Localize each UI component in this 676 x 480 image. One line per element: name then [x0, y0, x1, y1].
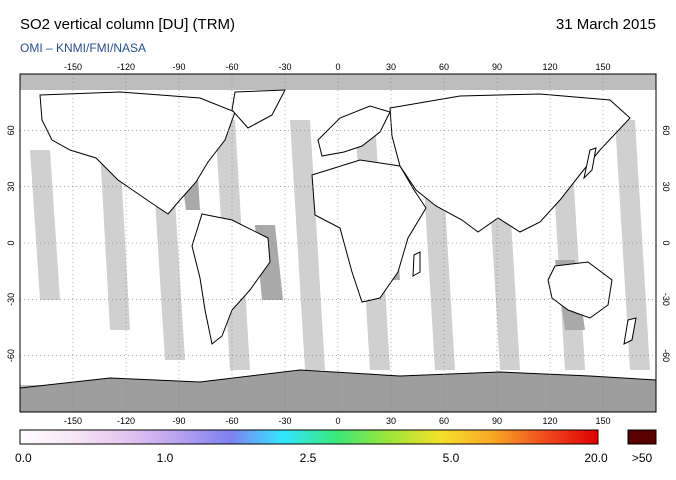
longitude-labels-bottom: -150 -120 -90 -60 -30 0 30 60 90 120 150 [64, 416, 611, 426]
longitude-tick-label: 120 [542, 416, 557, 426]
colorbar-tick-label: 5.0 [442, 451, 460, 465]
latitude-tick-label: 30 [661, 182, 671, 192]
latitude-labels-left: 60 30 0 -30 -60 [6, 125, 16, 362]
colorbar-tick-label: 20.0 [584, 451, 608, 465]
asia-land [389, 93, 631, 233]
north-america-land [39, 91, 236, 215]
colorbar-tick-label: 2.5 [299, 451, 317, 465]
colorbar-tick-label: 0.0 [14, 451, 32, 465]
japan-land [583, 147, 597, 180]
latitude-tick-label: -60 [661, 349, 671, 362]
longitude-tick-label: 150 [595, 416, 610, 426]
longitude-tick-label: -90 [172, 416, 185, 426]
greenland-land [231, 89, 286, 129]
longitude-labels-top: -150 -120 -90 -60 -30 0 30 60 90 120 150 [64, 62, 611, 72]
longitude-tick-label: -60 [225, 416, 238, 426]
longitude-tick-label: -120 [117, 416, 135, 426]
longitude-tick-label: 60 [439, 416, 449, 426]
longitude-tick-label: 0 [335, 416, 340, 426]
swath-gap [100, 150, 130, 330]
colorbar-overflow-swatch [627, 429, 657, 445]
south-america-land [191, 213, 271, 345]
longitude-tick-label: 90 [492, 62, 502, 72]
map-date: 31 March 2015 [555, 16, 656, 33]
latitude-tick-label: -30 [661, 293, 671, 306]
latitude-tick-label: 60 [6, 125, 16, 135]
graticule [20, 74, 656, 412]
longitude-tick-label: 30 [386, 416, 396, 426]
latitude-tick-label: 0 [6, 240, 16, 245]
colorbar-tick-label: 1.0 [156, 451, 174, 465]
longitude-tick-label: -60 [225, 62, 238, 72]
madagascar-land [412, 251, 421, 277]
longitude-tick-label: -150 [64, 416, 82, 426]
longitude-tick-label: 60 [439, 62, 449, 72]
longitude-tick-label: 120 [542, 62, 557, 72]
longitude-tick-label: 0 [335, 62, 340, 72]
latitude-tick-label: -60 [6, 349, 16, 362]
australia-land [547, 261, 613, 319]
latitude-tick-label: -30 [6, 293, 16, 306]
longitude-tick-label: 30 [386, 62, 396, 72]
longitude-tick-label: -30 [278, 62, 291, 72]
longitude-tick-label: 90 [492, 416, 502, 426]
swath-gap [615, 120, 650, 370]
coastlines [39, 89, 637, 345]
latitude-tick-label: 0 [661, 240, 671, 245]
longitude-tick-label: -30 [278, 416, 291, 426]
swath-gap [290, 120, 325, 370]
map-border [19, 73, 657, 413]
colorbar-overflow-label: >50 [631, 451, 653, 465]
data-source-credit: OMI – KNMI/FMI/NASA [20, 41, 147, 55]
longitude-tick-label: -120 [117, 62, 135, 72]
swath-gap [30, 150, 60, 300]
longitude-tick-label: -90 [172, 62, 185, 72]
latitude-tick-label: 30 [6, 182, 16, 192]
latitude-labels-right: 60 30 0 -30 -60 [661, 125, 671, 362]
europe-land [317, 105, 391, 157]
map-title: SO2 vertical column [DU] (TRM) [20, 16, 236, 33]
longitude-tick-label: -150 [64, 62, 82, 72]
colorbar-gradient [19, 429, 599, 445]
longitude-tick-label: 150 [595, 62, 610, 72]
new-zealand-land [623, 317, 637, 345]
latitude-tick-label: 60 [661, 125, 671, 135]
